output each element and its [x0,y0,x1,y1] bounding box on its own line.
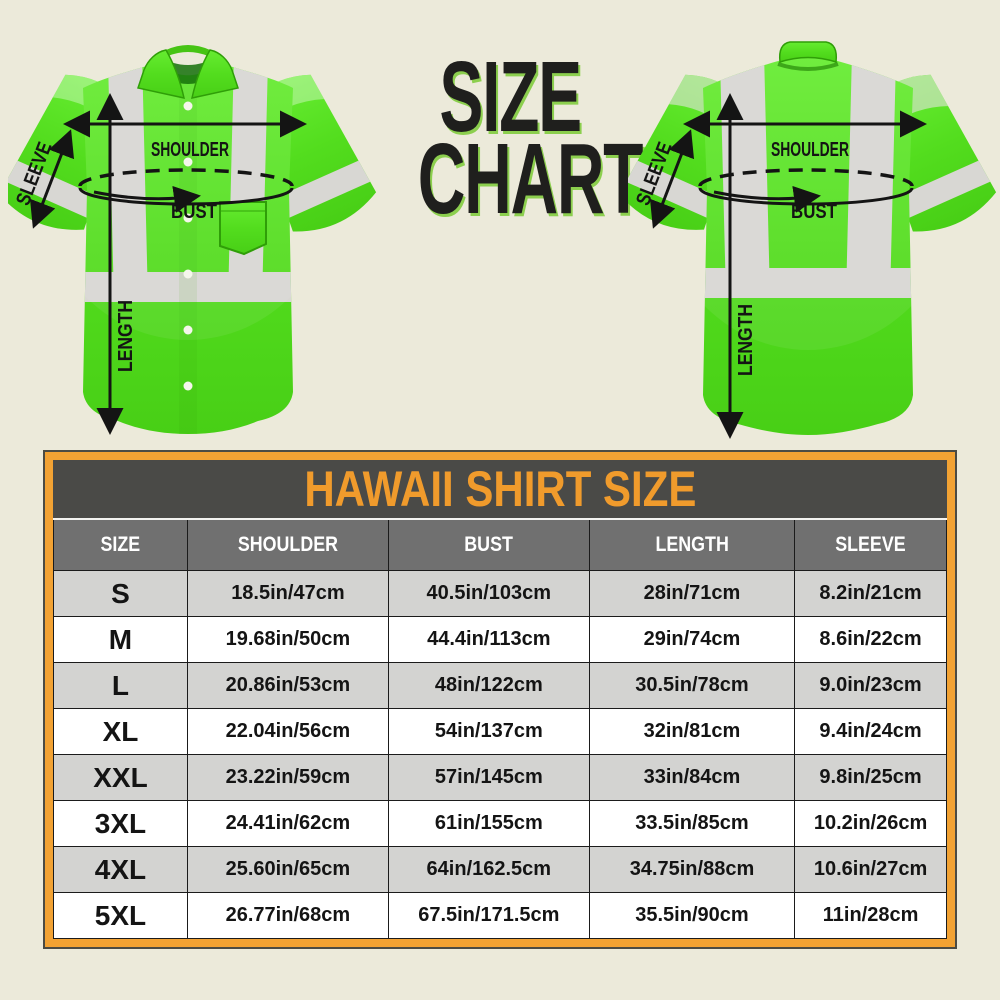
front-collar [137,45,239,99]
length-cell: 32in/81cm [588,708,796,755]
back-shoulder-label: SHOULDER [771,139,849,161]
front-bust-arrow [93,185,201,213]
length-cell: 33in/84cm [588,754,796,801]
sleeve-cell: 9.8in/25cm [794,754,947,801]
bust-cell: 54in/137cm [387,708,590,755]
front-shirt-illustration: SHOULDER BUST SLEEVE LENGTH [0,45,377,435]
length-cell: 33.5in/85cm [588,800,796,847]
back-shirt-illustration: SHOULDER BUST SLEEVE LENGTH [619,41,997,439]
sleeve-cell: 9.0in/23cm [794,662,947,709]
front-shoulder-label: SHOULDER [151,139,229,161]
shoulder-cell: 26.77in/68cm [186,892,389,939]
front-shirt-figure: SHOULDER BUST SLEEVE LENGTH [0,40,378,460]
front-measure-arrows [29,93,307,435]
size-cell: M [53,616,188,663]
length-cell: 28in/71cm [588,570,796,617]
size-cell: XXL [53,754,188,801]
table-row-4xl: 4XL 25.60in/65cm 64in/162.5cm 34.75in/88… [53,846,947,893]
sleeve-cell: 11in/28cm [794,892,947,939]
size-cell: XL [53,708,188,755]
table-row-xxl: XXL 23.22in/59cm 57in/145cm 33in/84cm 9.… [53,754,947,801]
table-row-3xl: 3XL 24.41in/62cm 61in/155cm 33.5in/85cm … [53,800,947,847]
table-row-5xl: 5XL 26.77in/68cm 67.5in/171.5cm 35.5in/9… [53,892,947,939]
table-title-text: HAWAII SHIRT SIZE [303,461,697,517]
front-length-label: LENGTH [115,300,137,372]
page-title: SIZE CHART [360,41,660,235]
size-chart-table: HAWAII SHIRT SIZE SIZE SHOULDER BUST LEN… [45,452,955,947]
size-cell: 3XL [53,800,188,847]
bust-cell: 48in/122cm [387,662,590,709]
sleeve-cell: 10.6in/27cm [794,846,947,893]
back-bust-arrow [713,185,821,213]
front-sleeve-arrow [29,129,75,229]
column-header-size: SIZE [53,518,188,571]
shoulder-cell: 25.60in/65cm [186,846,389,893]
back-shirt-figure: SHOULDER BUST SLEEVE LENGTH [619,40,998,465]
table-title: HAWAII SHIRT SIZE [53,460,947,518]
front-bust-label: BUST [171,201,217,223]
table-row-l: L 20.86in/53cm 48in/122cm 30.5in/78cm 9.… [53,662,947,709]
shoulder-cell: 18.5in/47cm [186,570,389,617]
size-cell: 4XL [53,846,188,893]
page-title-line1: SIZE [439,41,582,153]
sleeve-cell: 9.4in/24cm [794,708,947,755]
size-table-grid: SIZE SHOULDER BUST LENGTH SLEEVE S 18.5i… [53,518,947,939]
table-row-s: S 18.5in/47cm 40.5in/103cm 28in/71cm 8.2… [53,570,947,617]
size-cell: 5XL [53,892,188,939]
header-row: SIZE SHOULDER BUST LENGTH SLEEVE [53,518,947,571]
back-measure-arrows [649,93,927,439]
back-bust-label: BUST [791,201,837,223]
back-collar [777,41,839,71]
size-cell: S [53,570,188,617]
sleeve-cell: 10.2in/26cm [794,800,947,847]
bust-cell: 64in/162.5cm [387,846,590,893]
front-buttons [183,101,193,391]
bust-cell: 61in/155cm [387,800,590,847]
size-cell: L [53,662,188,709]
shoulder-cell: 19.68in/50cm [186,616,389,663]
bust-cell: 40.5in/103cm [387,570,590,617]
shoulder-cell: 24.41in/62cm [186,800,389,847]
sleeve-cell: 8.2in/21cm [794,570,947,617]
length-cell: 29in/74cm [588,616,796,663]
bust-cell: 44.4in/113cm [387,616,590,663]
length-cell: 30.5in/78cm [588,662,796,709]
table-row-xl: XL 22.04in/56cm 54in/137cm 32in/81cm 9.4… [53,708,947,755]
column-header-length: LENGTH [588,518,796,571]
table-row-m: M 19.68in/50cm 44.4in/113cm 29in/74cm 8.… [53,616,947,663]
shoulder-cell: 20.86in/53cm [186,662,389,709]
length-cell: 34.75in/88cm [588,846,796,893]
back-sleeve-arrow [649,129,695,229]
column-header-sleeve: SLEEVE [794,518,947,571]
bust-cell: 67.5in/171.5cm [387,892,590,939]
bust-cell: 57in/145cm [387,754,590,801]
shoulder-cell: 22.04in/56cm [186,708,389,755]
back-length-label: LENGTH [735,304,757,376]
shoulder-cell: 23.22in/59cm [186,754,389,801]
front-chest-pocket [219,201,267,256]
column-header-shoulder: SHOULDER [186,518,389,571]
page-title-line2: CHART [417,123,644,235]
sleeve-cell: 8.6in/22cm [794,616,947,663]
length-cell: 35.5in/90cm [588,892,796,939]
column-header-bust: BUST [387,518,590,571]
